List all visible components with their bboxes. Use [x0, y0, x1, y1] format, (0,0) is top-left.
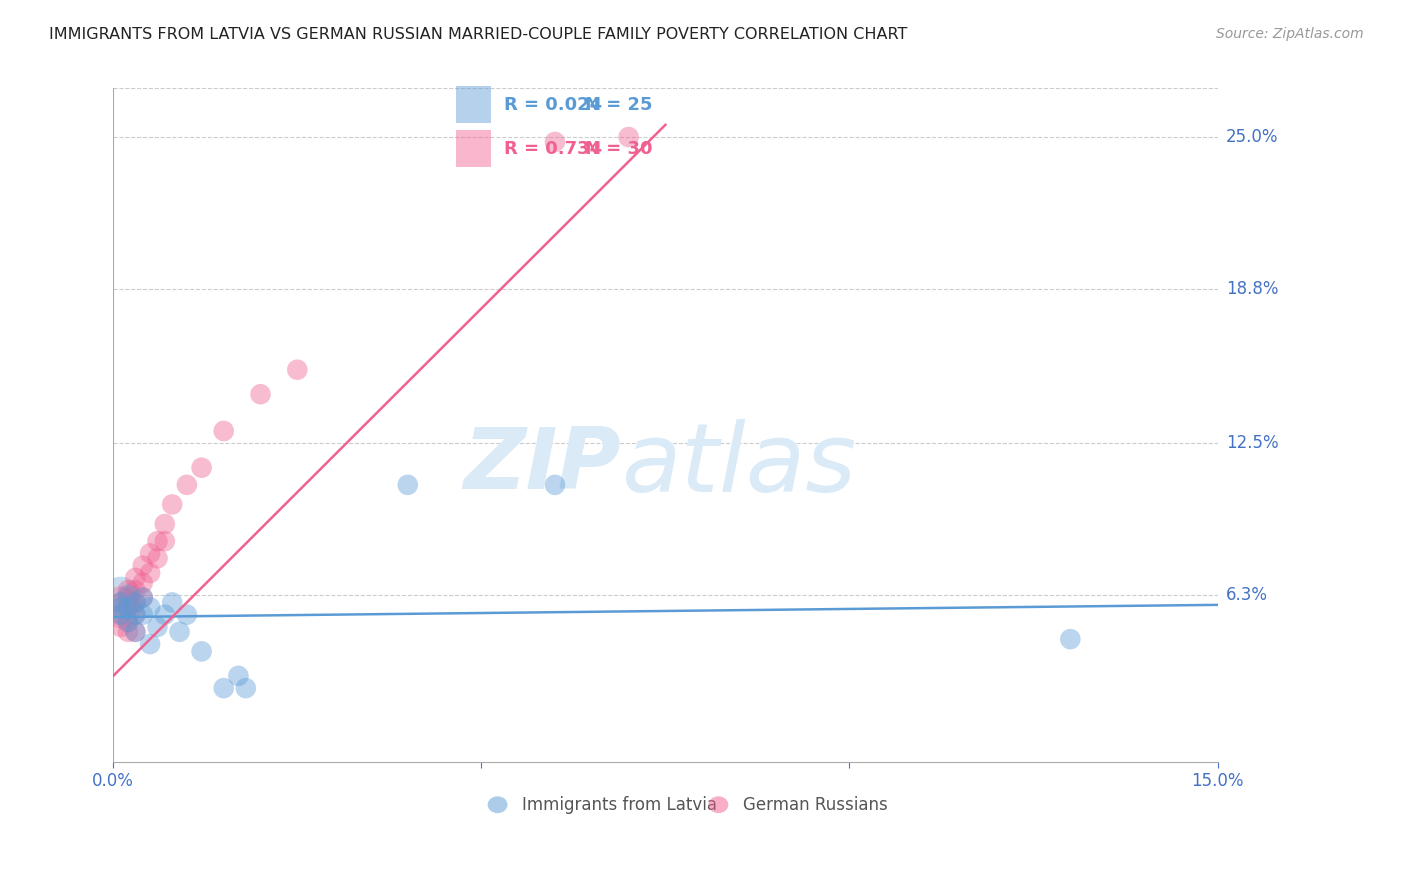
Text: 25.0%: 25.0%	[1226, 128, 1278, 146]
Text: Source: ZipAtlas.com: Source: ZipAtlas.com	[1216, 27, 1364, 41]
Point	[169, 624, 191, 639]
Point	[396, 478, 419, 492]
Point	[146, 551, 169, 566]
Point	[139, 600, 162, 615]
Ellipse shape	[488, 797, 508, 814]
Point	[285, 362, 308, 376]
Point	[124, 624, 146, 639]
Point	[235, 681, 257, 695]
Point	[160, 498, 183, 512]
Point	[153, 607, 176, 622]
Point	[146, 620, 169, 634]
Point	[176, 478, 198, 492]
Point	[117, 588, 139, 602]
Point	[124, 595, 146, 609]
Point	[124, 624, 146, 639]
Text: R = 0.024: R = 0.024	[505, 96, 602, 114]
Text: ZIP: ZIP	[464, 424, 621, 507]
Point	[110, 600, 132, 615]
Point	[544, 478, 567, 492]
Point	[124, 607, 146, 622]
Point	[117, 615, 139, 629]
Text: N = 30: N = 30	[585, 140, 652, 158]
Point	[212, 681, 235, 695]
Point	[212, 424, 235, 438]
Point	[117, 615, 139, 629]
Text: R = 0.734: R = 0.734	[505, 140, 602, 158]
Point	[110, 607, 132, 622]
Point	[249, 387, 271, 401]
Point	[617, 130, 640, 145]
Point	[117, 600, 139, 615]
Point	[153, 516, 176, 531]
Point	[132, 575, 155, 590]
Point	[110, 591, 132, 605]
FancyBboxPatch shape	[456, 130, 491, 167]
Point	[132, 558, 155, 573]
Point	[139, 546, 162, 560]
Point	[117, 600, 139, 615]
Point	[139, 637, 162, 651]
Point	[117, 591, 139, 605]
Text: 12.5%: 12.5%	[1226, 434, 1278, 452]
Point	[544, 135, 567, 149]
Text: IMMIGRANTS FROM LATVIA VS GERMAN RUSSIAN MARRIED-COUPLE FAMILY POVERTY CORRELATI: IMMIGRANTS FROM LATVIA VS GERMAN RUSSIAN…	[49, 27, 908, 42]
Text: atlas: atlas	[621, 418, 856, 512]
FancyBboxPatch shape	[456, 87, 491, 123]
Text: N = 25: N = 25	[585, 96, 652, 114]
Point	[132, 607, 155, 622]
Ellipse shape	[709, 797, 728, 814]
Point	[1059, 632, 1081, 647]
Point	[132, 591, 155, 605]
Point	[124, 607, 146, 622]
Text: German Russians: German Russians	[742, 796, 887, 814]
Point	[153, 534, 176, 549]
Point	[110, 595, 132, 609]
Point	[124, 583, 146, 598]
Point	[110, 607, 132, 622]
Point	[117, 624, 139, 639]
Point	[190, 460, 212, 475]
Point	[139, 566, 162, 580]
Point	[110, 620, 132, 634]
Point	[110, 600, 132, 615]
Point	[110, 595, 132, 609]
Text: 6.3%: 6.3%	[1226, 586, 1268, 604]
Point	[124, 595, 146, 609]
Point	[190, 644, 212, 658]
Point	[124, 571, 146, 585]
Point	[160, 595, 183, 609]
Text: Immigrants from Latvia: Immigrants from Latvia	[522, 796, 717, 814]
Point	[146, 534, 169, 549]
Text: 18.8%: 18.8%	[1226, 280, 1278, 298]
Point	[176, 607, 198, 622]
Point	[132, 591, 155, 605]
Point	[228, 669, 250, 683]
Point	[117, 583, 139, 598]
